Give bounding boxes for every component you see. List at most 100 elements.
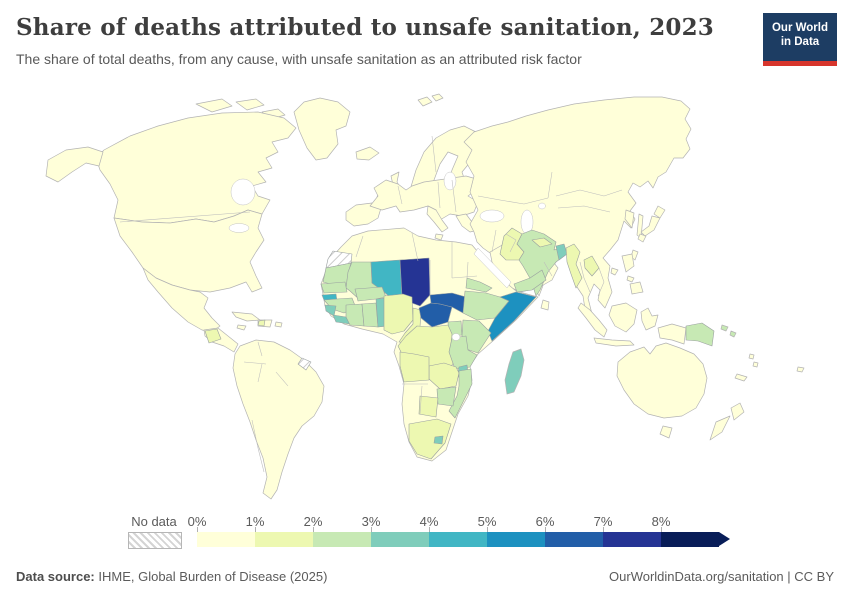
- country-solomon-islands[interactable]: [720, 324, 737, 338]
- country-canada[interactable]: [95, 111, 297, 224]
- island-sumatra[interactable]: [577, 302, 608, 338]
- data-source-label: Data source:: [16, 569, 95, 584]
- country-myanmar[interactable]: [565, 243, 583, 289]
- country-eritrea[interactable]: [465, 277, 493, 293]
- legend-tick-label: 7%: [593, 514, 613, 529]
- country-botswana[interactable]: [418, 395, 439, 418]
- country-mozambique[interactable]: [448, 368, 473, 419]
- legend-no-data-label: No data: [131, 514, 177, 529]
- country-senegal[interactable]: [320, 281, 348, 294]
- island-tasmania[interactable]: [659, 425, 673, 439]
- legend-segment-4-5%[interactable]: [429, 532, 487, 547]
- country-mexico[interactable]: [142, 267, 221, 333]
- region-iberia[interactable]: [345, 202, 382, 227]
- island-svalbard[interactable]: [417, 93, 444, 107]
- country-nigeria[interactable]: [383, 293, 414, 335]
- country-haiti[interactable]: [257, 319, 266, 327]
- lake-victoria: [451, 333, 461, 341]
- region-korea[interactable]: [624, 209, 635, 229]
- legend-tick-mark: [255, 527, 256, 532]
- country-guatemala[interactable]: [204, 328, 222, 344]
- country-laos[interactable]: [583, 255, 600, 277]
- legend-tick-mark: [661, 527, 662, 532]
- country-philippines[interactable]: [621, 253, 644, 295]
- island-hainan[interactable]: [610, 267, 619, 276]
- legend-tick-mark: [371, 527, 372, 532]
- country-zimbabwe[interactable]: [436, 386, 457, 407]
- island-vanuatu[interactable]: [748, 353, 759, 368]
- country-iceland[interactable]: [355, 146, 380, 161]
- country-sri-lanka[interactable]: [540, 299, 550, 311]
- country-usa[interactable]: [113, 209, 265, 293]
- legend-tick-label: 5%: [477, 514, 497, 529]
- island-west-papua[interactable]: [657, 323, 687, 345]
- country-greenland[interactable]: [293, 97, 351, 161]
- legend-tick-label: 6%: [535, 514, 555, 529]
- country-south-africa[interactable]: [408, 418, 452, 460]
- country-angola[interactable]: [399, 351, 430, 383]
- legend-tick-mark: [603, 527, 604, 532]
- legend-segment-7-8%[interactable]: [603, 532, 661, 547]
- country-madagascar[interactable]: [504, 348, 525, 395]
- country-burkina-faso[interactable]: [354, 286, 387, 302]
- legend-tick-label: 1%: [245, 514, 265, 529]
- country-south-sudan[interactable]: [429, 292, 467, 314]
- country-zambia[interactable]: [428, 362, 460, 390]
- country-japan[interactable]: [637, 205, 666, 243]
- country-australia[interactable]: [616, 342, 708, 419]
- country-kenya[interactable]: [461, 319, 492, 354]
- legend-segment-3-4%[interactable]: [371, 532, 429, 547]
- country-lesotho[interactable]: [433, 435, 444, 445]
- data-source-note: Data source: IHME, Global Burden of Dise…: [16, 569, 327, 584]
- country-ghana[interactable]: [361, 302, 379, 328]
- island-java[interactable]: [593, 337, 635, 347]
- region-italy[interactable]: [426, 205, 449, 241]
- country-india[interactable]: [516, 229, 565, 297]
- legend-tick-label: 8%: [651, 514, 671, 529]
- legend-segment-0-1%[interactable]: [197, 532, 255, 547]
- data-source-text: IHME, Global Burden of Disease (2025): [94, 569, 328, 584]
- legend-tick-label: 3%: [361, 514, 381, 529]
- island-puerto-rico[interactable]: [274, 321, 283, 328]
- legend-segment-5-6%[interactable]: [487, 532, 545, 547]
- legend-tick-mark: [197, 527, 198, 532]
- country-somalia[interactable]: [487, 291, 537, 342]
- legend-segment-2-3%[interactable]: [313, 532, 371, 547]
- legend-segment-6-7%[interactable]: [545, 532, 603, 547]
- legend-color-bar: [197, 532, 719, 547]
- legend-tick-label: 0%: [187, 514, 207, 529]
- country-cote-divoire[interactable]: [345, 303, 365, 327]
- legend-segment-1-2%[interactable]: [255, 532, 313, 547]
- country-papua-new-guinea[interactable]: [685, 322, 715, 347]
- legend-tick-mark: [429, 527, 430, 532]
- country-alaska[interactable]: [45, 146, 104, 183]
- island-fiji[interactable]: [796, 366, 805, 373]
- region-europe-mainland[interactable]: [369, 175, 481, 221]
- legend-no-data-swatch[interactable]: [128, 532, 182, 549]
- legend-tick-label: 2%: [303, 514, 323, 529]
- legend-tick-mark: [313, 527, 314, 532]
- island-new-caledonia[interactable]: [734, 373, 748, 382]
- legend-segment-8%+[interactable]: [661, 532, 719, 547]
- region-south-america[interactable]: [232, 339, 325, 500]
- page-subtitle: The share of total deaths, from any caus…: [16, 51, 582, 67]
- red-sea: [473, 247, 512, 289]
- island-borneo[interactable]: [608, 302, 638, 333]
- region-french-guiana[interactable]: [297, 357, 312, 371]
- legend-arrow-cap: [719, 532, 730, 546]
- country-tanzania[interactable]: [448, 335, 478, 370]
- legend-tick-mark: [487, 527, 488, 532]
- country-borders: [119, 135, 623, 473]
- country-cuba[interactable]: [231, 311, 261, 322]
- black-sea: [479, 209, 505, 223]
- country-new-zealand[interactable]: [709, 402, 745, 441]
- island-jamaica[interactable]: [236, 324, 247, 331]
- country-nepal[interactable]: [531, 237, 553, 248]
- great-lakes: [228, 223, 250, 233]
- hudson-bay: [230, 178, 256, 206]
- colored-countries: [204, 227, 715, 460]
- license-note[interactable]: OurWorldinData.org/sanitation | CC BY: [609, 569, 834, 584]
- country-yemen[interactable]: [513, 269, 547, 293]
- island-sulawesi[interactable]: [640, 307, 659, 331]
